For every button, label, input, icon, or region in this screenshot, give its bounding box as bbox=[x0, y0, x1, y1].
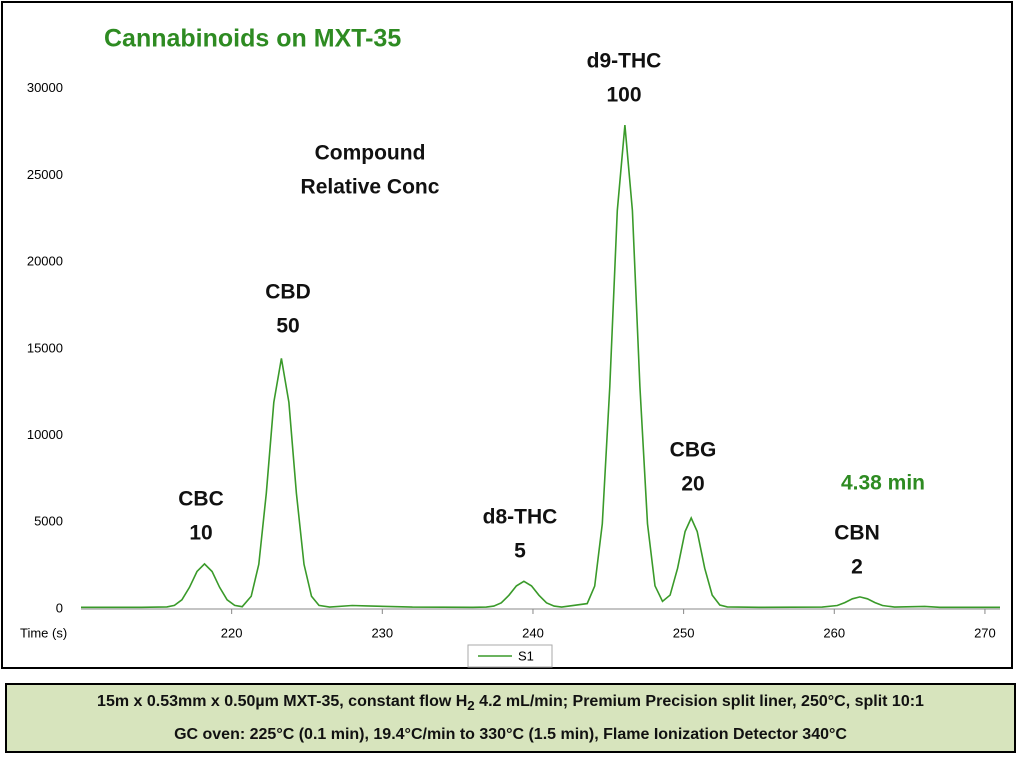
y-tick-label: 20000 bbox=[27, 254, 63, 269]
y-tick-label: 5000 bbox=[34, 514, 63, 529]
footer-line: 15m x 0.53mm x 0.50µm MXT-35, constant f… bbox=[7, 685, 1014, 718]
chart-frame bbox=[1, 1, 1013, 669]
peak-conc: 100 bbox=[606, 84, 641, 107]
footer-text: 15m x 0.53mm x 0.50µm MXT-35, constant f… bbox=[97, 693, 468, 710]
legend-label: S1 bbox=[518, 648, 534, 663]
data-line bbox=[81, 125, 1000, 609]
peak-conc: 50 bbox=[276, 315, 299, 338]
peak-conc: 5 bbox=[514, 540, 526, 563]
footer: 15m x 0.53mm x 0.50µm MXT-35, constant f… bbox=[5, 683, 1016, 753]
annotation: 4.38 min bbox=[841, 472, 925, 495]
x-tick-label: 260 bbox=[823, 625, 845, 640]
x-tick-label: 230 bbox=[371, 625, 393, 640]
y-tick-label: 15000 bbox=[27, 340, 63, 355]
peak-name: CBN bbox=[834, 522, 880, 545]
peak-conc: 2 bbox=[851, 556, 863, 579]
peak-name: CBD bbox=[265, 281, 311, 304]
footer-line: GC oven: 225°C (0.1 min), 19.4°C/min to … bbox=[174, 726, 847, 743]
x-tick-label: 240 bbox=[522, 625, 544, 640]
footer-subscript: 2 bbox=[467, 698, 475, 714]
chart: Cannabinoids on MXT-35 Compound Relative… bbox=[1, 1, 1013, 669]
peak-name: CBC bbox=[178, 488, 224, 511]
peak-name: d9-THC bbox=[587, 50, 662, 73]
annotation: Compound bbox=[315, 142, 426, 165]
peak-conc: 20 bbox=[681, 473, 704, 496]
y-tick-label: 0 bbox=[56, 600, 63, 615]
annotation: Relative Conc bbox=[301, 176, 440, 199]
x-tick-label: 270 bbox=[974, 625, 996, 640]
x-tick-label: 250 bbox=[673, 625, 695, 640]
peak-name: CBG bbox=[670, 439, 717, 462]
x-axis-label: Time (s) bbox=[20, 625, 67, 640]
peak-name: d8-THC bbox=[483, 506, 558, 529]
peak-conc: 10 bbox=[189, 522, 212, 545]
y-tick-label: 30000 bbox=[27, 80, 63, 95]
footer-text: 4.2 mL/min; Premium Precision split line… bbox=[474, 693, 924, 710]
y-tick-label: 25000 bbox=[27, 167, 63, 182]
y-tick-label: 10000 bbox=[27, 427, 63, 442]
chart-title: Cannabinoids on MXT-35 bbox=[104, 25, 401, 53]
x-tick-label: 220 bbox=[221, 625, 243, 640]
